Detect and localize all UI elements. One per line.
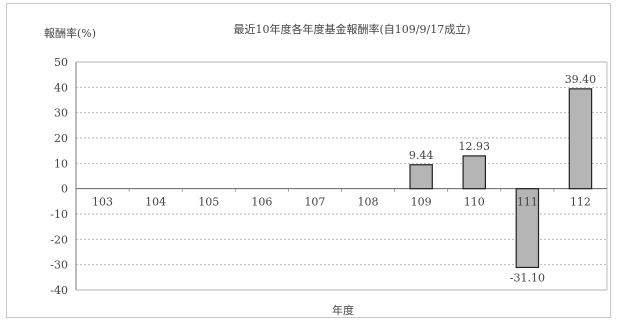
- x-tick-label: 103: [92, 196, 113, 209]
- x-tick-label: 111: [517, 196, 538, 209]
- bar: [568, 88, 593, 190]
- y-axis-label: 報酬率(%): [44, 26, 96, 40]
- x-tick-label: 112: [570, 196, 591, 209]
- chart-title: 最近10年度各年度基金報酬率(自109/9/17成立): [234, 22, 471, 36]
- x-tick-label: 107: [304, 196, 325, 209]
- x-tick-label: 106: [251, 196, 272, 209]
- data-labels: 9.44 12.93 -31.10 39.40: [409, 73, 596, 285]
- x-axis-label: 年度: [332, 303, 354, 317]
- data-label: 12.93: [459, 140, 491, 153]
- data-label: -31.10: [510, 271, 545, 284]
- y-tick-label: -30: [50, 259, 68, 272]
- y-tick-labels: 50 40 30 20 10 0 -10 -20 -30 -40: [50, 56, 68, 297]
- y-tick-label: 20: [54, 132, 68, 145]
- y-tick-label: -20: [50, 233, 68, 246]
- x-tick-label: 104: [145, 196, 166, 209]
- x-tick-labels: 103 104 105 106 107 108 109 110 111 112: [92, 196, 591, 209]
- data-label: 9.44: [409, 149, 434, 162]
- y-tick-label: -40: [50, 284, 68, 297]
- y-tick-label: 40: [54, 81, 68, 94]
- chart-frame: [6, 3, 611, 318]
- data-label: 39.40: [565, 73, 597, 86]
- bars: [409, 88, 593, 269]
- y-tick-label: 30: [54, 107, 68, 120]
- y-tick-label: 0: [61, 183, 68, 196]
- y-tick-label: 10: [54, 157, 68, 170]
- x-tick-label: 105: [198, 196, 219, 209]
- x-tick-label: 108: [358, 196, 379, 209]
- y-tick-label: 50: [54, 56, 68, 69]
- y-tick-label: -10: [50, 208, 68, 221]
- bar: [462, 155, 487, 190]
- x-tick-label: 109: [411, 196, 432, 209]
- bar: [409, 164, 433, 190]
- x-tick-label: 110: [464, 196, 485, 209]
- bar: [515, 188, 540, 269]
- gridlines: [75, 61, 608, 291]
